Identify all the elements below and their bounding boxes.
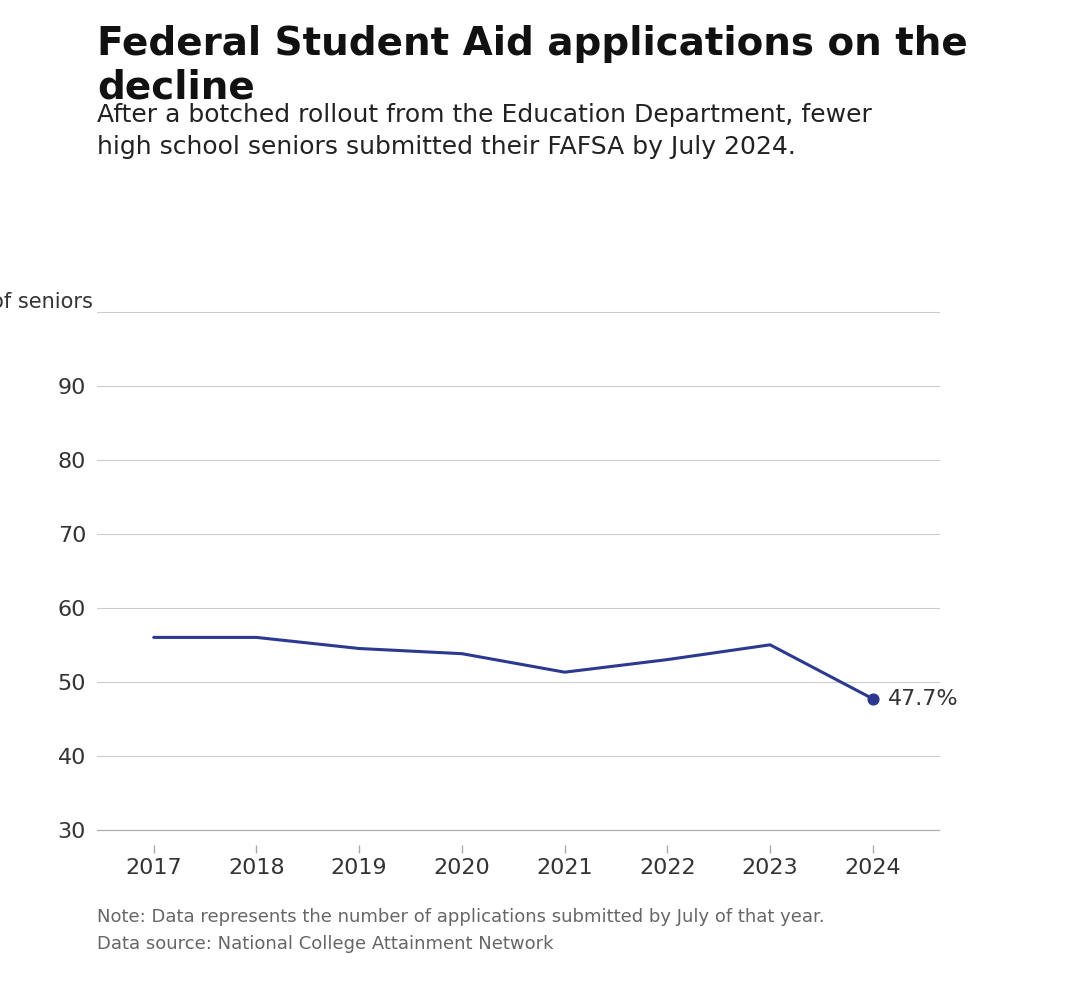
Text: Note: Data represents the number of applications submitted by July of that year.: Note: Data represents the number of appl… <box>97 908 825 926</box>
Text: Federal Student Aid applications on the decline: Federal Student Aid applications on the … <box>97 25 968 107</box>
Text: After a botched rollout from the Education Department, fewer
high school seniors: After a botched rollout from the Educati… <box>97 103 872 159</box>
Text: Data source: National College Attainment Network: Data source: National College Attainment… <box>97 935 554 953</box>
Text: 47.7%: 47.7% <box>888 688 959 709</box>
Text: 100% of seniors: 100% of seniors <box>0 292 93 312</box>
Point <box>864 691 881 707</box>
